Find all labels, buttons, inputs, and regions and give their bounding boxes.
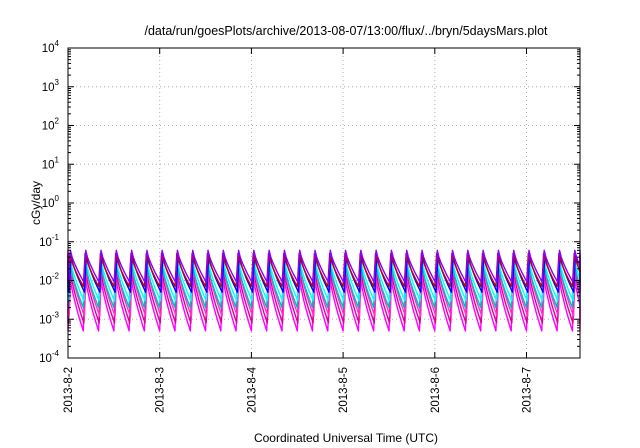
y-tick-label: 103: [42, 78, 60, 94]
y-tick-label: 104: [42, 39, 60, 55]
x-tick-label: 2013-8-7: [522, 367, 534, 413]
x-tick-label: 2013-8-4: [246, 366, 258, 413]
x-axis-label: Coordinated Universal Time (UTC): [254, 431, 438, 445]
series-group: [67, 249, 581, 332]
series-line: [67, 261, 581, 309]
x-tick-label: 2013-8-5: [338, 367, 350, 413]
y-tick-label: 10-4: [39, 349, 59, 365]
series-line: [67, 258, 581, 302]
series-line: [67, 249, 581, 283]
y-tick-label: 102: [42, 117, 60, 133]
x-tick-label: 2013-8-2: [63, 367, 75, 413]
y-tick-label: 101: [42, 155, 60, 171]
y-tick-label: 10-2: [39, 272, 59, 288]
y-axis-label: cGy/day: [29, 181, 43, 225]
x-tick-label: 2013-8-3: [155, 367, 167, 413]
series-line: [67, 252, 581, 288]
y-tick-label: 10-1: [39, 233, 59, 249]
series-line: [67, 254, 581, 293]
ticks: 10-4 10-3 10-2 10-1 100 101 102 103 104 2013-8-2 2…: [39, 39, 580, 413]
series-line: [67, 274, 581, 332]
y-tick-label: 10-3: [39, 310, 59, 326]
x-tick-label: 2013-8-6: [430, 367, 442, 413]
chart-title: /data/run/goesPlots/archive/2013-08-07/1…: [144, 24, 548, 38]
series-line: [67, 269, 581, 324]
series-line: [67, 266, 581, 317]
y-tick-label: 100: [42, 194, 60, 210]
